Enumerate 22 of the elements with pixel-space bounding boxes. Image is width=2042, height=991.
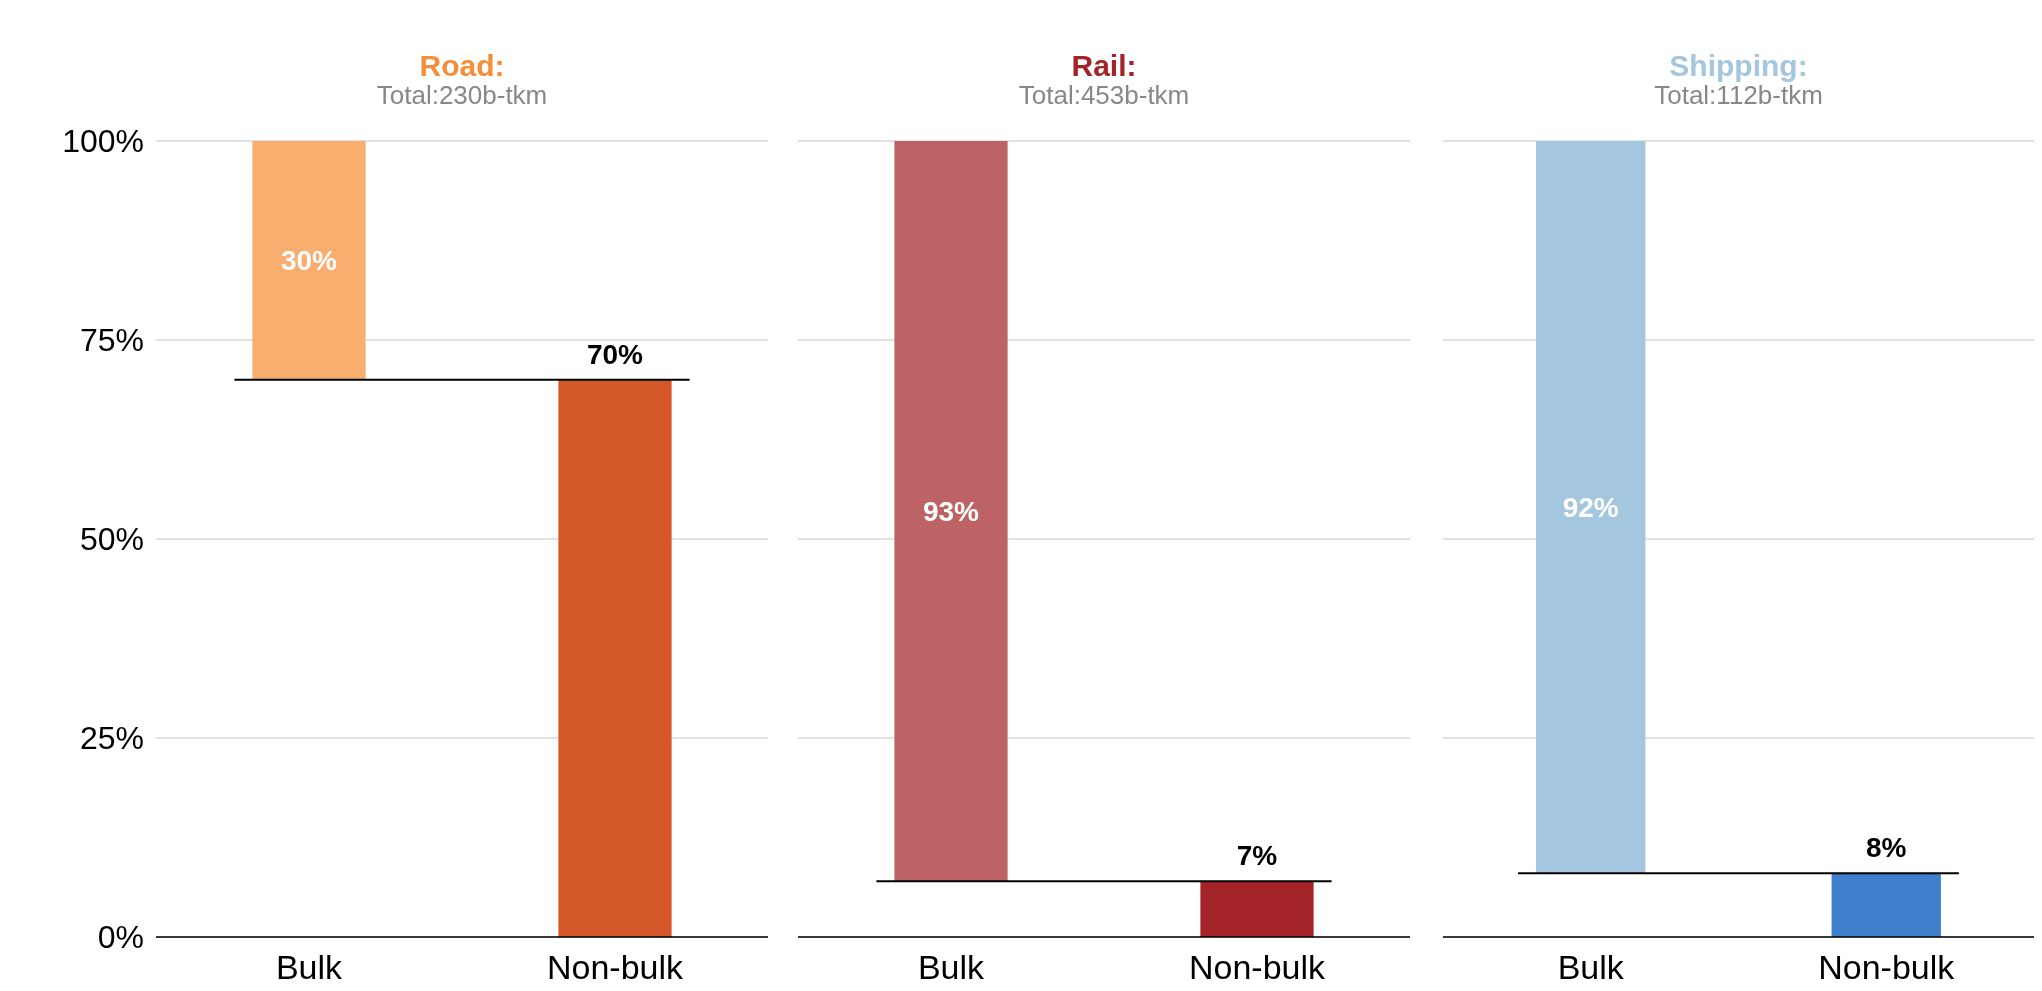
chart-subtitle: Total:453b-tkm	[1018, 80, 1190, 110]
data-label: 70%	[586, 338, 644, 370]
data-label: 92%	[1562, 492, 1619, 524]
x-tick-label: Non-bulk	[1188, 948, 1327, 986]
chart-title: Road:	[419, 49, 505, 82]
chart-subtitle: Total:230b-tkm	[376, 80, 548, 110]
chart-title: Shipping:	[1669, 49, 1808, 82]
x-tick-label: Bulk	[275, 948, 344, 986]
data-label: 8%	[1866, 832, 1907, 864]
y-tick-label: 25%	[79, 720, 144, 756]
y-tick-label: 0%	[97, 919, 144, 955]
chart-title: Rail:	[1071, 49, 1137, 82]
x-tick-label: Non-bulk	[546, 948, 685, 986]
y-tick-label: 50%	[79, 521, 144, 557]
x-tick-label: Non-bulk	[1818, 948, 1956, 986]
data-label: 7%	[1236, 840, 1278, 872]
data-label: 30%	[280, 245, 338, 277]
x-tick-label: Bulk	[917, 948, 986, 986]
y-tick-label: 100%	[62, 123, 144, 159]
x-tick-label: Bulk	[1557, 948, 1625, 986]
data-label: 93%	[922, 496, 980, 528]
y-tick-label: 75%	[79, 322, 144, 358]
